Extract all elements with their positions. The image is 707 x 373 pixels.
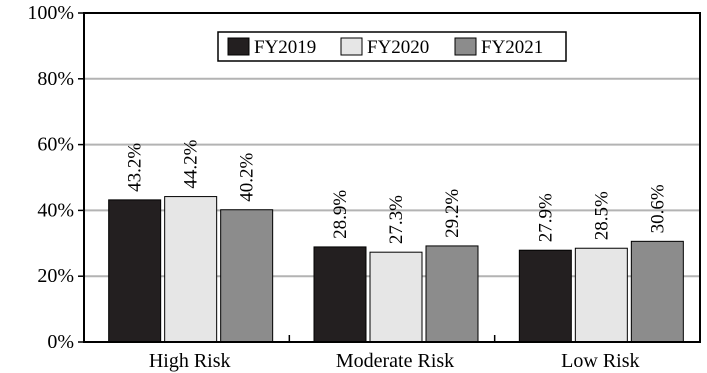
bar-fy2021 xyxy=(220,209,274,343)
data-label: 27.3% xyxy=(386,195,407,244)
bar-fy2019 xyxy=(108,199,162,343)
bar-fy2020 xyxy=(369,251,423,343)
data-label: 28.9% xyxy=(330,190,351,239)
bar-fy2019 xyxy=(313,246,367,343)
data-label: 28.5% xyxy=(591,191,612,240)
y-tick-label: 40% xyxy=(37,199,74,221)
bar-fy2020 xyxy=(164,196,218,343)
x-axis: High Risk Moderate Risk Low Risk xyxy=(149,335,640,372)
x-category-label: Moderate Risk xyxy=(336,350,454,372)
data-label: 27.9% xyxy=(535,193,556,242)
data-label: 44.2% xyxy=(181,139,202,188)
y-tick-label: 0% xyxy=(47,331,74,353)
plot-frame xyxy=(83,12,701,343)
legend-label: FY2021 xyxy=(481,37,543,58)
y-tick-label: 60% xyxy=(37,134,74,156)
x-category-label: Low Risk xyxy=(561,350,639,372)
legend-swatch-fy2020 xyxy=(340,37,363,56)
bar-fy2020 xyxy=(574,247,628,343)
bars xyxy=(108,196,684,343)
y-tick-label: 80% xyxy=(37,68,74,90)
data-label: 30.6% xyxy=(647,184,668,233)
data-labels: 43.2% 44.2% 40.2% 28.9% 27.3% 29.2% 27.9% 28.5%… xyxy=(125,139,669,244)
bar-fy2021 xyxy=(425,245,479,343)
x-category-label: High Risk xyxy=(149,350,231,372)
y-axis: 0% 20% 40% 60% 80% 100% xyxy=(27,2,84,353)
legend-label: FY2020 xyxy=(367,37,429,58)
data-label: 43.2% xyxy=(125,143,146,192)
legend-swatch-fy2021 xyxy=(454,37,477,56)
legend: FY2019 FY2020 FY2021 xyxy=(217,31,567,62)
legend-swatch-fy2019 xyxy=(227,37,250,56)
y-tick-label: 100% xyxy=(27,2,74,24)
data-label: 29.2% xyxy=(442,189,463,238)
legend-box xyxy=(217,31,567,62)
legend-label: FY2019 xyxy=(254,37,316,58)
bar-fy2021 xyxy=(630,240,684,343)
data-label: 40.2% xyxy=(237,152,258,201)
y-tick-label: 20% xyxy=(37,265,74,287)
bar-fy2019 xyxy=(518,249,572,343)
